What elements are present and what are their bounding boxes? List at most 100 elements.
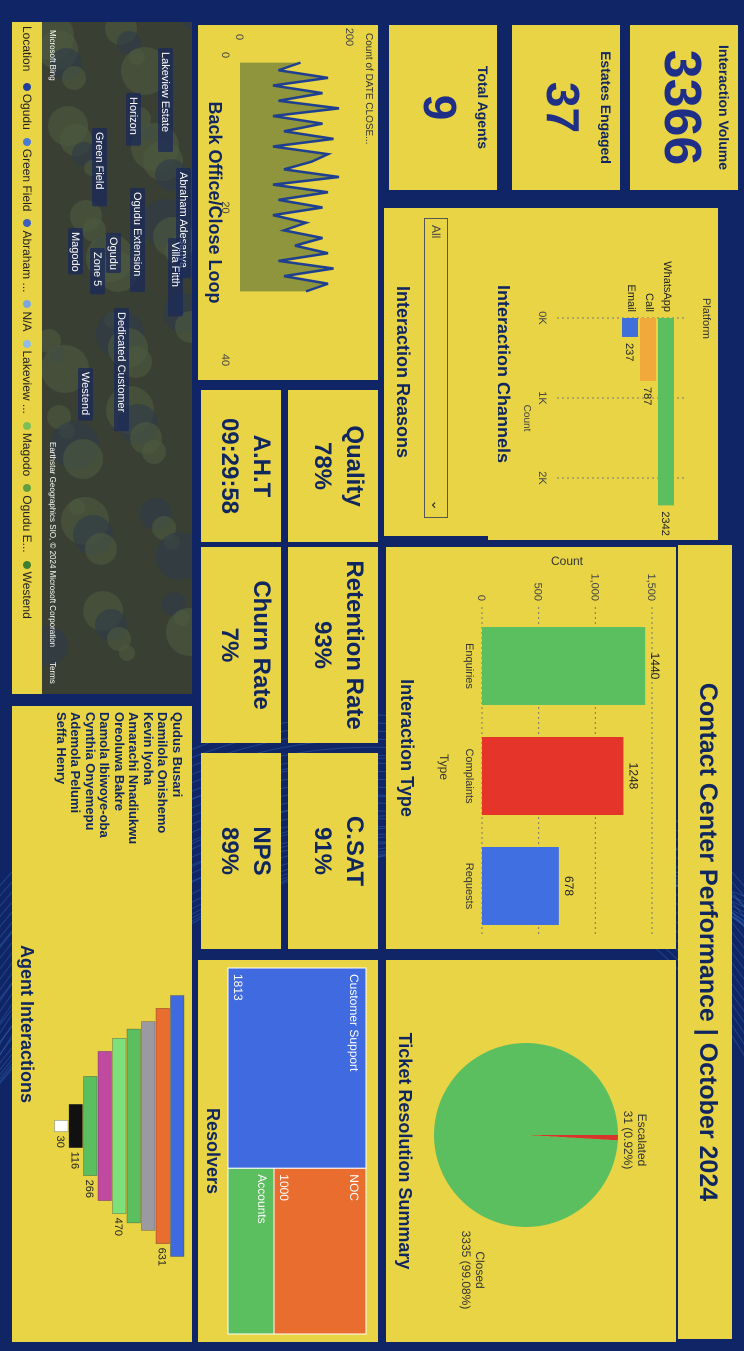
legend-label: Green Field [20, 148, 34, 212]
y-tick-label: 200 [343, 28, 355, 46]
legend-dot-icon [23, 82, 31, 91]
y-tick-label: 1,000 [588, 573, 600, 601]
funnel-bar [83, 1076, 98, 1176]
map-place-label: Horizon [126, 93, 141, 146]
map-legend-item[interactable]: Ogudu [20, 82, 34, 130]
map-terrain [117, 31, 141, 55]
interaction-type-chart: Count 0 500 1,000 1,500 1440 Enquiries 1248 Comp… [437, 554, 662, 937]
map-legend-item[interactable]: Abraham ... [20, 219, 34, 292]
map-legend-item[interactable]: N/A [20, 300, 34, 332]
churn-value: 7% [216, 627, 243, 663]
pie-slice [526, 1135, 618, 1141]
treemap-label: NOC [347, 1174, 361, 1201]
map-terrain [121, 47, 169, 95]
closed-value-label: 3335 (99.08%) [459, 1231, 473, 1310]
map-label-bg [126, 93, 141, 146]
kpi-estates-engaged: Estates Engaged 37 [512, 25, 620, 190]
kpi-interaction-volume-box: Interaction Volume 3366 [630, 25, 738, 190]
map-place-label: Magodo [68, 228, 83, 275]
map-legend-item[interactable]: Magodo [20, 421, 34, 476]
channel-value-label: 237 [623, 343, 635, 361]
y-axis-title: Count [551, 554, 584, 568]
type-title: Interaction Type [397, 679, 417, 817]
type-category-label: Complaints [463, 748, 475, 804]
map-place-label: Villa Fitth [168, 238, 183, 317]
map-legend-item[interactable]: Green Field [20, 137, 34, 212]
map-label-bg [106, 233, 121, 273]
type-value-label: 678 [562, 876, 576, 896]
type-bar [482, 627, 646, 705]
x-axis-title: Count [521, 405, 532, 432]
map-attribution: Earthstar Geographics SIO, © 2024 Micros… [48, 442, 57, 647]
legend-dot-icon [23, 137, 31, 146]
kpi-total-agents: Total Agents 9 [389, 25, 497, 190]
map-label-text: Green Field [93, 132, 105, 189]
legend-label: Ogudu [20, 93, 34, 130]
resolvers-chart: Customer Support 1813 NOC 1000 Accounts [227, 967, 367, 1335]
funnel-value-label: 266 [83, 1180, 95, 1198]
map-legend: Location Ogudu Green Field Abraham ... N/A L… [12, 22, 42, 694]
channel-value-label: 787 [641, 387, 653, 405]
escalated-value-label: 31 (0.92%) [621, 1111, 635, 1170]
panel-map: Lakeview Estate Horizon Green Field Abraham… [12, 22, 192, 694]
channel-label: Email [625, 284, 637, 312]
map-terrain [82, 218, 106, 242]
reasons-dropdown[interactable]: All ⌄ [424, 218, 448, 518]
type-value-label: 1248 [626, 763, 640, 790]
map-label-bg [168, 238, 183, 317]
pie-slice [434, 1043, 618, 1227]
panel-interaction-type: Count 0 500 1,000 1,500 1440 Enquiries 1248 Comp… [386, 547, 676, 949]
legend-label: Abraham ... [20, 230, 34, 293]
interaction-volume-big: 3366 [653, 49, 711, 166]
x-tick-label: 2K [536, 471, 548, 485]
interaction-volume-label-2: Interaction Volume [716, 45, 732, 170]
map-terms-link: Terms [48, 662, 57, 684]
map-terrain [175, 311, 192, 343]
legend-dot-icon [23, 219, 31, 228]
legend-dot-icon [23, 560, 31, 569]
title-panel: Contact Center Performance | October 202… [678, 545, 732, 1339]
x-tick-label: 40 [219, 354, 231, 366]
x-tick-label: 1K [536, 391, 548, 405]
nps-value: 89% [216, 826, 243, 876]
panel-retention: Retention Rate 93% [288, 547, 378, 743]
funnel-bar [112, 1038, 127, 1214]
map-attribution: Microsoft Bing [48, 30, 57, 81]
map-label-text: Villa Fitth [169, 242, 181, 287]
type-bar [482, 847, 559, 925]
map-legend-item[interactable]: Ogudu E... [20, 484, 34, 553]
legend-label: Ogudu E... [20, 495, 34, 553]
panel-agent-interactions: Qudus Busari Damilola Onishemo Kevin Iyoha… [12, 706, 192, 1342]
y-tick-label: 0 [233, 34, 245, 40]
aht-label: A.H.T [248, 434, 275, 498]
treemap-value-label: 1000 [277, 1174, 291, 1201]
map-label-bg [68, 228, 83, 275]
back-office-title: Back Office/Close Loop [205, 101, 225, 304]
resolvers-title: Resolvers [203, 1107, 223, 1195]
channels-legend-title: Platform [700, 298, 712, 339]
channel-bar [622, 318, 638, 337]
legend-dot-icon [23, 421, 31, 430]
panel-ticket-resolution: Escalated 31 (0.92%) Closed 3335 (99.08%) T… [386, 960, 676, 1342]
back-office-axis-title: Count of DATE CLOSE... [363, 33, 374, 145]
retention-value: 93% [309, 620, 336, 670]
funnel-bar [170, 995, 185, 1257]
map-legend-item[interactable]: Lakeview ... [20, 339, 34, 414]
panel-interaction-channels: Platform 0K 1K 2K Count WhatsApp 2342 Call 787 E… [488, 208, 718, 540]
funnel-bar [68, 1104, 83, 1148]
panel-back-office: Count of DATE CLOSE... 0 200 0 20 40 Back Of… [198, 25, 378, 380]
map-place-label: Green Field [92, 128, 107, 207]
estates-engaged-value: 37 [537, 81, 589, 134]
chevron-down-icon: ⌄ [429, 499, 445, 511]
channel-bar [658, 318, 674, 506]
map-legend-item[interactable]: Westend [20, 560, 34, 619]
map-terrain [42, 329, 61, 353]
funnel-bar [155, 1008, 170, 1244]
escalated-label: Escalated [635, 1114, 649, 1167]
map-label-bg [114, 308, 129, 432]
map-label-text: Zone 5 [91, 252, 103, 286]
